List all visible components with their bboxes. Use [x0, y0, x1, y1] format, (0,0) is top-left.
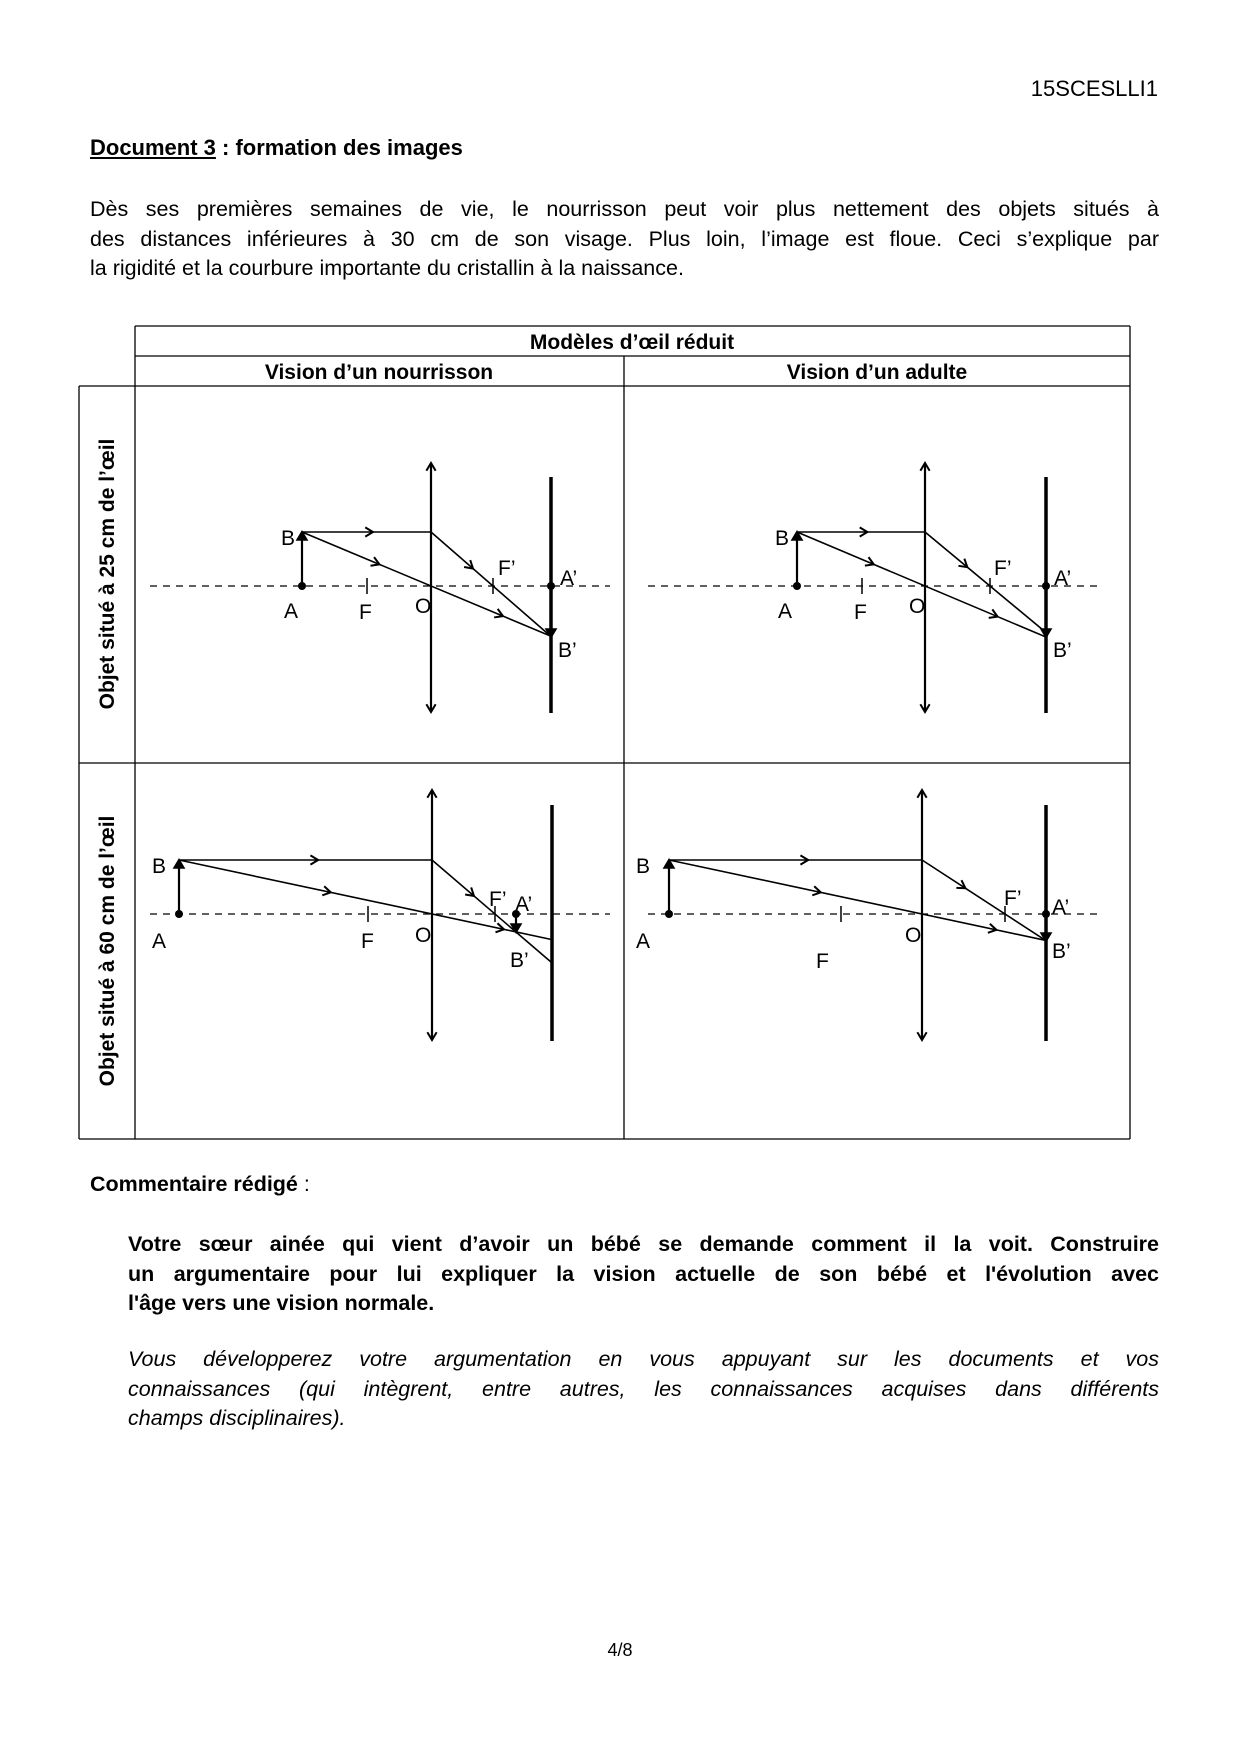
intro-line: Dès ses premières semaines de vie, le no…: [90, 197, 1159, 221]
label-Ap: A’: [1054, 567, 1071, 590]
task-line: un argumentaire pour lui expliquer la vi…: [128, 1261, 1159, 1286]
label-Bp: B’: [558, 639, 577, 662]
ray-arrow-icon: [309, 854, 321, 866]
label-Fp: F’: [498, 557, 516, 580]
column-header-adult: Vision d’un adulte: [787, 361, 967, 384]
ray-arrow-icon: [987, 923, 999, 934]
ray-through-focus: [921, 859, 1047, 942]
table-title: Modèles d’œil réduit: [530, 331, 734, 354]
column-header-infant: Vision d’un nourrisson: [265, 361, 493, 384]
document-code: 15SCESLLI1: [1030, 76, 1158, 101]
label-A: A: [636, 930, 650, 953]
image-arrow-icon: [544, 628, 558, 639]
ray-through-focus: [924, 531, 1047, 634]
label-Bp: B’: [1053, 639, 1072, 662]
label-B: B: [281, 527, 295, 550]
label-B: B: [152, 855, 166, 878]
ray-arrow-icon: [799, 854, 811, 866]
ray-through-center: [178, 859, 553, 941]
label-Fp: F’: [489, 888, 507, 911]
note-line: connaissances (qui intègrent, entre autr…: [128, 1376, 1159, 1401]
label-B: B: [775, 527, 789, 550]
intro-line: des distances inférieures à 30 cm de son…: [90, 226, 1159, 251]
lens-bottom-arrow-icon: [425, 703, 437, 714]
ray-arrow-icon: [364, 526, 375, 538]
row-header-60cm: Objet situé à 60 cm de l’œil: [96, 816, 119, 1087]
comment-label: Commentaire rédigé: [90, 1172, 298, 1196]
task-line: l'âge vers une vision normale.: [128, 1291, 435, 1315]
ray-arrow-icon: [811, 885, 823, 897]
task-statement: Votre sœur ainée qui vient d’avoir un bé…: [128, 1230, 1159, 1319]
ray-through-center: [668, 859, 1047, 942]
comment-colon: :: [297, 1172, 310, 1196]
object-arrow-icon: [662, 858, 676, 869]
lens-bottom-arrow-icon: [426, 1031, 438, 1042]
ray-through-center: [796, 531, 1047, 638]
label-O: O: [415, 595, 431, 618]
ray-arrow-icon: [495, 922, 506, 934]
note-line: champs disciplinaires).: [128, 1406, 346, 1430]
lens-bottom-arrow-icon: [919, 703, 931, 714]
row-header-25cm: Objet situé à 25 cm de l’œil: [96, 439, 119, 710]
lens-top-arrow-icon: [919, 461, 931, 472]
ray-through-focus: [431, 859, 553, 964]
lens-top-arrow-icon: [916, 788, 928, 799]
label-O: O: [909, 595, 925, 618]
image-arrow-icon: [509, 923, 523, 934]
label-Fp: F’: [1004, 887, 1022, 910]
label-Ap: A’: [1052, 896, 1069, 919]
label-F: F: [816, 950, 829, 973]
label-Ap: A’: [560, 567, 577, 590]
label-A: A: [152, 930, 166, 953]
point-A: [298, 582, 306, 590]
label-B: B: [636, 855, 650, 878]
document-title: Document 3 : formation des images: [90, 135, 463, 161]
task-line: Votre sœur ainée qui vient d’avoir un bé…: [128, 1232, 1159, 1256]
label-O: O: [905, 924, 921, 947]
label-A: A: [778, 600, 792, 623]
label-F: F: [359, 601, 372, 624]
ray-arrow-icon: [321, 885, 333, 897]
ray-arrow-icon: [493, 608, 505, 619]
ray-arrow-icon: [864, 556, 876, 567]
object-arrow-icon: [295, 530, 309, 541]
label-Fp: F’: [994, 557, 1012, 580]
point-A: [175, 910, 183, 918]
label-Ap: A’: [515, 893, 532, 916]
page-number: 4/8: [607, 1640, 633, 1660]
table-grid: [78, 325, 1131, 1140]
label-O: O: [415, 924, 431, 947]
ray-arrow-icon: [956, 879, 968, 890]
image-arrow-icon: [1039, 628, 1053, 639]
ray-through-focus: [430, 531, 552, 638]
document-subtitle: : formation des images: [215, 135, 463, 160]
note-line: Vous développerez votre argumentation en…: [128, 1347, 1159, 1371]
image-arrow-icon: [1039, 932, 1053, 943]
lens-bottom-arrow-icon: [916, 1031, 928, 1042]
object-arrow-icon: [790, 530, 804, 541]
comment-heading: Commentaire rédigé :: [90, 1172, 310, 1197]
ray-arrow-icon: [958, 558, 969, 569]
ray-arrow-icon: [463, 559, 475, 570]
label-Bp: B’: [510, 949, 529, 972]
document-number: Document 3: [90, 135, 216, 160]
point-A: [793, 582, 801, 590]
label-F: F: [854, 601, 867, 624]
ray-arrow-icon: [988, 608, 1000, 619]
ray-arrow-icon: [370, 556, 382, 567]
ray-arrow-icon: [859, 526, 870, 538]
label-Bp: B’: [1052, 940, 1071, 963]
object-arrow-icon: [172, 858, 186, 869]
instructions-note: Vous développerez votre argumentation en…: [128, 1345, 1159, 1434]
ray-through-center: [301, 531, 552, 637]
lens-top-arrow-icon: [425, 461, 437, 472]
lens-top-arrow-icon: [426, 788, 438, 799]
ray-arrow-icon: [464, 887, 476, 898]
intro-line: la rigidité et la courbure importante du…: [90, 256, 684, 280]
label-F: F: [361, 930, 374, 953]
intro-paragraph: Dès ses premières semaines de vie, le no…: [90, 195, 1159, 284]
label-A: A: [284, 600, 298, 623]
point-A: [665, 910, 673, 918]
